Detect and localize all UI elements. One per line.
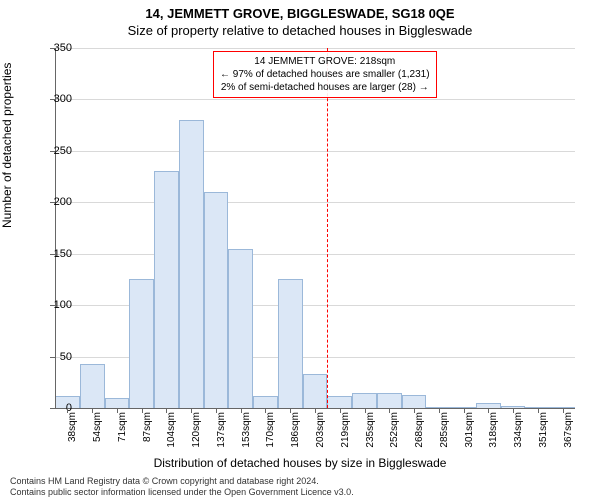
x-tick-mark xyxy=(488,408,489,413)
histogram-bar xyxy=(129,279,154,408)
histogram-bar xyxy=(204,192,229,408)
gridline xyxy=(55,99,575,100)
y-tick-mark xyxy=(50,48,55,49)
x-tick-label: 71sqm xyxy=(117,412,128,452)
footer-line-1: Contains HM Land Registry data © Crown c… xyxy=(10,476,354,487)
x-tick-label: 219sqm xyxy=(340,412,351,452)
gridline xyxy=(55,254,575,255)
x-tick-mark xyxy=(92,408,93,413)
histogram-bar xyxy=(253,396,278,408)
annotation-box: 14 JEMMETT GROVE: 218sqm← 97% of detache… xyxy=(213,51,437,98)
histogram-bar xyxy=(402,395,427,408)
x-tick-label: 153sqm xyxy=(241,412,252,452)
histogram-bar xyxy=(377,393,402,408)
histogram-bar xyxy=(278,279,303,408)
x-tick-label: 252sqm xyxy=(389,412,400,452)
x-tick-label: 170sqm xyxy=(265,412,276,452)
y-tick-mark xyxy=(50,254,55,255)
chart-subtitle: Size of property relative to detached ho… xyxy=(0,21,600,38)
reference-marker-line xyxy=(327,48,328,408)
y-axis-label: Number of detached properties xyxy=(0,63,14,228)
plot-area: 14 JEMMETT GROVE: 218sqm← 97% of detache… xyxy=(55,48,575,408)
annotation-line-2: ← 97% of detached houses are smaller (1,… xyxy=(220,68,430,81)
x-tick-label: 186sqm xyxy=(290,412,301,452)
histogram-bar xyxy=(154,171,179,408)
x-tick-label: 54sqm xyxy=(92,412,103,452)
histogram-bar xyxy=(179,120,204,408)
x-tick-mark xyxy=(439,408,440,413)
x-tick-mark xyxy=(241,408,242,413)
y-tick-mark xyxy=(50,305,55,306)
y-tick-mark xyxy=(50,151,55,152)
footer-line-2: Contains public sector information licen… xyxy=(10,487,354,498)
histogram-bar xyxy=(80,364,105,408)
x-axis-label: Distribution of detached houses by size … xyxy=(0,456,600,470)
x-tick-label: 268sqm xyxy=(414,412,425,452)
x-tick-mark xyxy=(315,408,316,413)
x-tick-mark xyxy=(513,408,514,413)
x-tick-label: 235sqm xyxy=(365,412,376,452)
x-tick-mark xyxy=(142,408,143,413)
chart-container: 14, JEMMETT GROVE, BIGGLESWADE, SG18 0QE… xyxy=(0,0,600,500)
y-tick-mark xyxy=(50,408,55,409)
histogram-bar xyxy=(228,249,253,408)
x-tick-mark xyxy=(340,408,341,413)
x-tick-mark xyxy=(365,408,366,413)
y-tick-mark xyxy=(50,202,55,203)
gridline xyxy=(55,48,575,49)
x-tick-mark xyxy=(563,408,564,413)
x-tick-label: 301sqm xyxy=(464,412,475,452)
chart-title-address: 14, JEMMETT GROVE, BIGGLESWADE, SG18 0QE xyxy=(0,0,600,21)
x-tick-mark xyxy=(538,408,539,413)
histogram-bar xyxy=(352,393,377,408)
x-tick-mark xyxy=(216,408,217,413)
histogram-bar xyxy=(327,396,352,408)
x-tick-label: 334sqm xyxy=(513,412,524,452)
x-tick-mark xyxy=(117,408,118,413)
annotation-line-3: 2% of semi-detached houses are larger (2… xyxy=(220,81,430,94)
x-tick-mark xyxy=(191,408,192,413)
x-tick-mark xyxy=(389,408,390,413)
annotation-line-1: 14 JEMMETT GROVE: 218sqm xyxy=(220,55,430,68)
x-tick-label: 285sqm xyxy=(439,412,450,452)
x-tick-label: 120sqm xyxy=(191,412,202,452)
histogram-bar xyxy=(303,374,328,408)
gridline xyxy=(55,151,575,152)
x-tick-label: 87sqm xyxy=(142,412,153,452)
footer-attribution: Contains HM Land Registry data © Crown c… xyxy=(10,476,354,499)
x-tick-label: 104sqm xyxy=(166,412,177,452)
x-tick-mark xyxy=(166,408,167,413)
x-tick-mark xyxy=(414,408,415,413)
x-tick-mark xyxy=(265,408,266,413)
x-tick-mark xyxy=(290,408,291,413)
x-tick-label: 137sqm xyxy=(216,412,227,452)
y-tick-mark xyxy=(50,357,55,358)
x-tick-mark xyxy=(67,408,68,413)
x-tick-mark xyxy=(464,408,465,413)
x-tick-label: 38sqm xyxy=(67,412,78,452)
gridline xyxy=(55,202,575,203)
x-tick-label: 203sqm xyxy=(315,412,326,452)
histogram-bar xyxy=(105,398,130,408)
x-tick-label: 367sqm xyxy=(563,412,574,452)
x-tick-label: 351sqm xyxy=(538,412,549,452)
x-tick-label: 318sqm xyxy=(488,412,499,452)
y-tick-mark xyxy=(50,99,55,100)
